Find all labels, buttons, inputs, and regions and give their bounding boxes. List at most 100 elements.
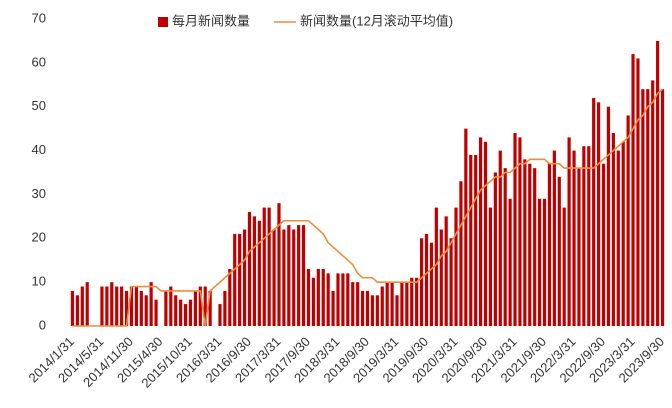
- y-tick-label: 50: [32, 98, 46, 113]
- bar: [80, 286, 84, 326]
- bar: [341, 273, 345, 326]
- bar: [218, 304, 222, 326]
- y-tick-label: 0: [39, 317, 46, 332]
- bar: [316, 268, 320, 326]
- bar: [547, 163, 552, 326]
- bar: [297, 225, 301, 326]
- bar: [360, 290, 365, 326]
- bar: [351, 282, 355, 326]
- bar: [115, 286, 119, 326]
- bar: [198, 286, 202, 326]
- bar: [311, 277, 316, 326]
- bar: [651, 80, 655, 327]
- bar: [592, 97, 596, 326]
- bar: [660, 89, 665, 327]
- bar: [164, 290, 168, 326]
- bar: [400, 282, 404, 326]
- bar: [331, 290, 335, 326]
- bar: [70, 290, 75, 326]
- bar: [233, 233, 237, 326]
- bar: [567, 137, 571, 326]
- bar: [557, 176, 561, 326]
- y-tick-label: 70: [32, 10, 46, 25]
- bar: [193, 290, 197, 326]
- bar: [503, 168, 507, 326]
- bar: [587, 146, 591, 326]
- bar: [464, 128, 468, 326]
- bar: [518, 137, 522, 326]
- bar: [188, 299, 193, 326]
- bar: [223, 290, 227, 326]
- y-tick-label: 30: [32, 186, 46, 201]
- bar: [459, 181, 463, 326]
- y-tick-label: 10: [32, 274, 46, 289]
- line: [72, 88, 664, 327]
- bar: [262, 207, 266, 326]
- bar: [488, 207, 493, 326]
- bar: [380, 286, 384, 326]
- bar: [247, 211, 252, 326]
- legend-swatch: [158, 17, 168, 27]
- bar: [370, 295, 375, 326]
- bar: [390, 282, 394, 326]
- bar: [287, 225, 291, 326]
- bar: [572, 150, 576, 326]
- bar: [228, 268, 232, 326]
- bar: [656, 40, 660, 327]
- bar: [375, 295, 379, 326]
- bar: [641, 89, 645, 327]
- bar: [100, 286, 104, 326]
- bar: [538, 198, 542, 326]
- bar: [626, 115, 630, 326]
- bar: [646, 89, 650, 327]
- bar: [410, 277, 414, 326]
- bar: [395, 295, 399, 326]
- bar: [267, 207, 271, 326]
- bar: [124, 290, 129, 326]
- bar: [174, 295, 178, 326]
- bar: [474, 154, 478, 326]
- bar: [183, 304, 188, 326]
- bar: [75, 295, 79, 326]
- bar: [120, 286, 124, 326]
- bar: [611, 133, 615, 326]
- bar: [542, 198, 547, 326]
- bar: [326, 273, 330, 326]
- bar: [616, 150, 620, 326]
- bar: [493, 172, 497, 326]
- bar: [621, 141, 625, 326]
- y-tick-label: 60: [32, 54, 46, 69]
- bar: [129, 286, 134, 326]
- bar: [306, 268, 311, 326]
- bar: [282, 229, 286, 326]
- bar: [154, 299, 158, 326]
- bar: [257, 220, 261, 326]
- bar: [203, 286, 207, 326]
- bar: [385, 282, 389, 326]
- bar: [469, 154, 473, 326]
- bar: [242, 229, 247, 326]
- bar: [321, 268, 325, 326]
- bar: [301, 225, 306, 326]
- bar: [606, 106, 611, 326]
- bar: [454, 207, 458, 326]
- bar: [582, 146, 586, 326]
- bar: [508, 198, 512, 326]
- bar: [346, 273, 350, 326]
- y-tick-label: 40: [32, 142, 46, 157]
- bar: [498, 150, 502, 326]
- bar: [292, 229, 296, 326]
- bar: [483, 141, 488, 326]
- bar: [552, 150, 556, 326]
- bar: [238, 233, 242, 326]
- legend-label: 新闻数量(12月滚动平均值): [300, 13, 453, 28]
- bar: [356, 282, 360, 326]
- bar: [444, 216, 448, 326]
- bar: [415, 277, 419, 326]
- bar: [336, 273, 340, 326]
- bar: [577, 168, 581, 326]
- bar: [424, 233, 429, 326]
- bar: [272, 229, 276, 326]
- bar: [110, 282, 114, 326]
